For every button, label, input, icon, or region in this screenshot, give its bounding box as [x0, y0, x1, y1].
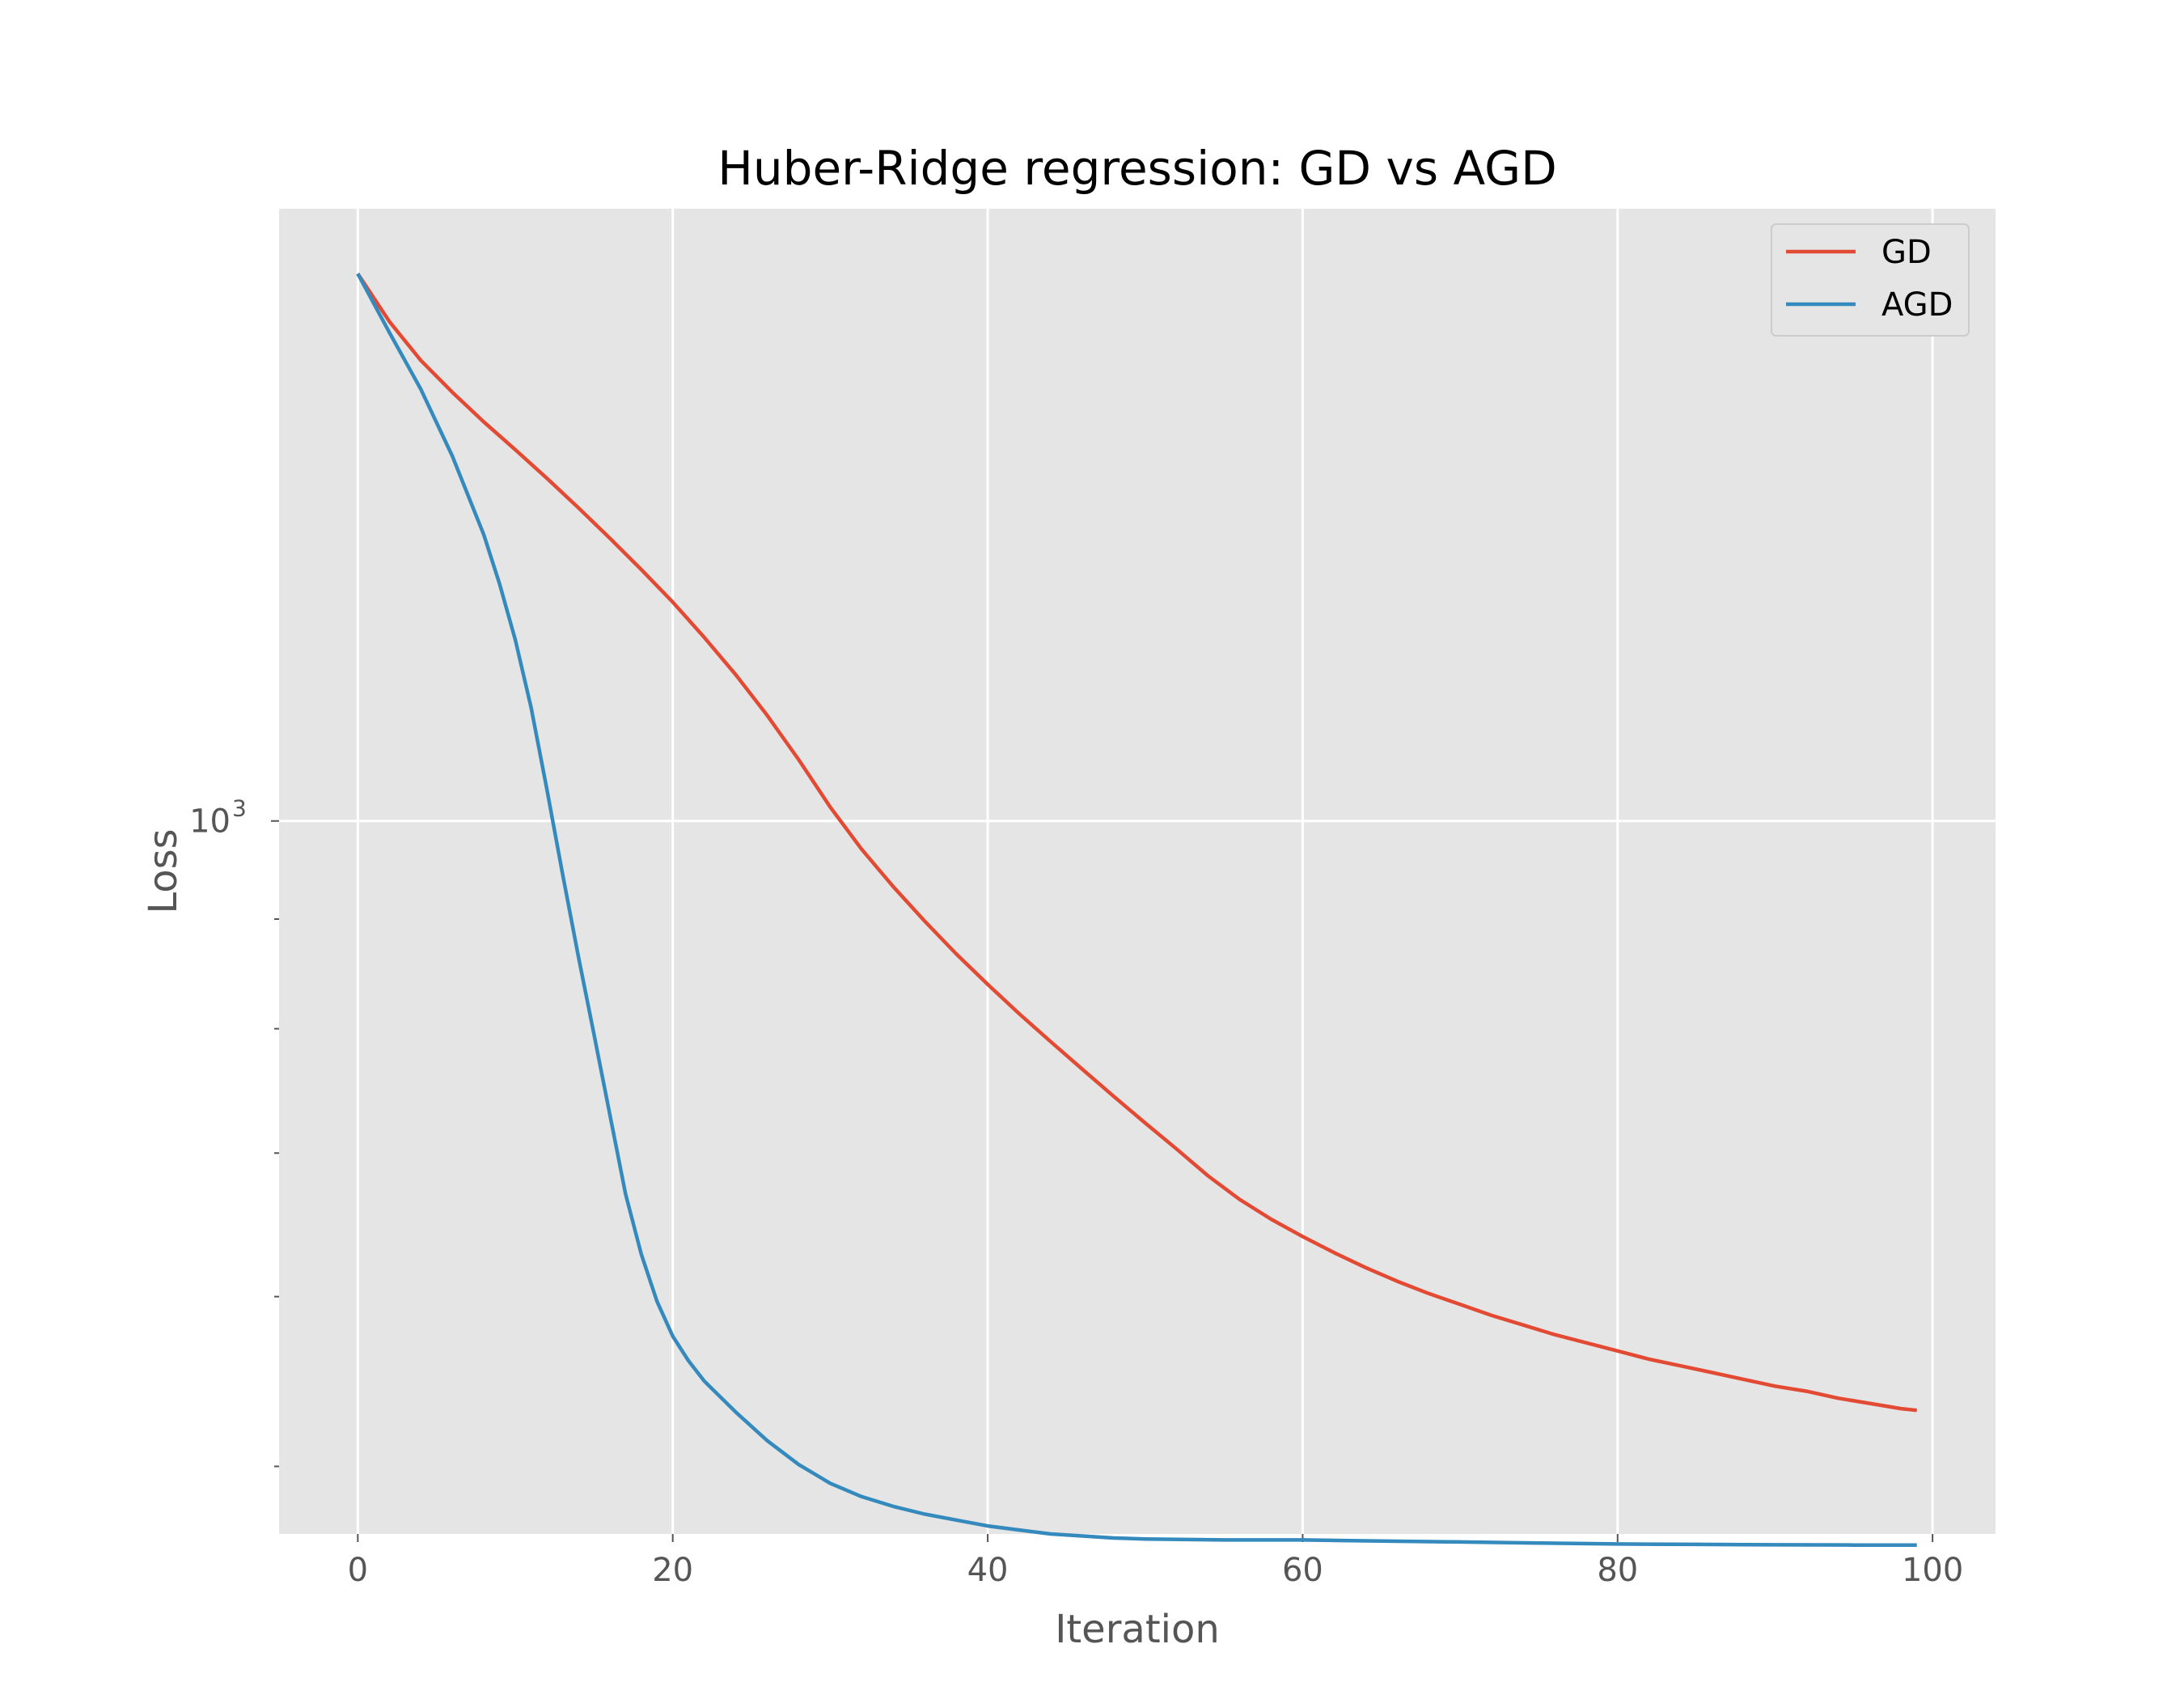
legend-label-agd: AGD	[1881, 286, 1953, 324]
series-line-gd	[356, 273, 1917, 1413]
x-tick-label: 100	[1902, 1552, 1963, 1589]
y-tick-label: 10	[189, 803, 231, 841]
axis-ticks: 0 20 40 60 80 100 10 3	[189, 795, 1963, 1589]
x-tick-label: 40	[967, 1552, 1009, 1589]
x-axis-label: Iteration	[1055, 1607, 1220, 1652]
x-tick-label: 60	[1282, 1552, 1323, 1589]
series-line-agd	[356, 273, 1917, 1547]
legend-label-gd: GD	[1881, 234, 1932, 271]
y-axis-label: Loss	[141, 828, 186, 913]
series	[356, 273, 1917, 1547]
x-tick-label: 20	[652, 1552, 693, 1589]
x-tick-label: 80	[1597, 1552, 1638, 1589]
chart-title: Huber-Ridge regression: GD vs AGD	[717, 141, 1557, 196]
grid	[279, 209, 1996, 1534]
y-tick-label-exponent: 3	[232, 795, 247, 822]
legend: GD AGD	[1771, 223, 1970, 337]
plot-area	[279, 209, 1996, 1534]
x-tick-label: 0	[348, 1552, 368, 1589]
